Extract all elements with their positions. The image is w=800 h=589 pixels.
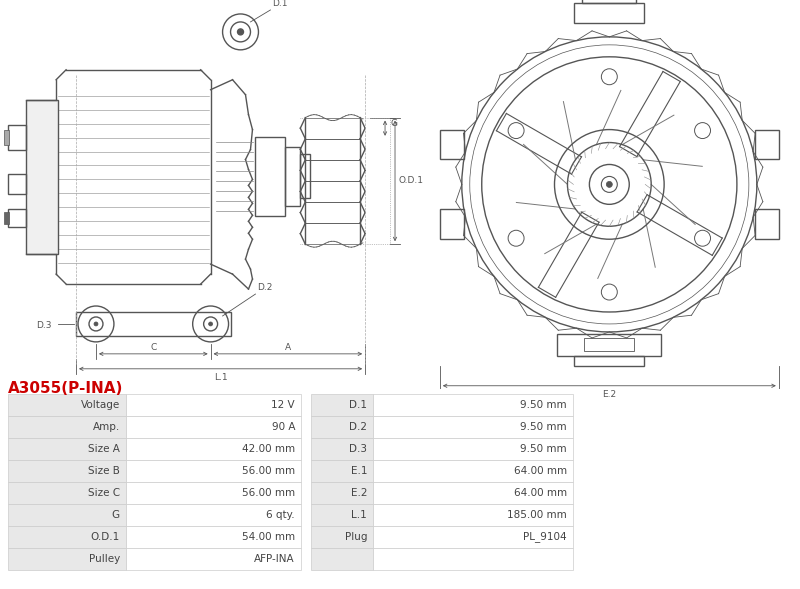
Text: 56.00 mm: 56.00 mm <box>242 488 295 498</box>
Circle shape <box>238 29 243 35</box>
Text: E.2: E.2 <box>602 390 616 399</box>
Text: D.3: D.3 <box>349 444 367 454</box>
Bar <box>440 130 464 160</box>
Text: 42.00 mm: 42.00 mm <box>242 444 295 454</box>
Bar <box>311 548 373 570</box>
Bar <box>755 209 778 239</box>
Bar <box>311 460 373 482</box>
Bar <box>558 334 661 356</box>
Bar <box>373 438 573 460</box>
Bar <box>373 460 573 482</box>
Bar <box>26 100 58 254</box>
Text: 9.50 mm: 9.50 mm <box>520 444 567 454</box>
Text: D.1: D.1 <box>273 0 288 8</box>
Bar <box>255 137 286 216</box>
Text: 54.00 mm: 54.00 mm <box>242 532 295 542</box>
Bar <box>4 130 10 144</box>
Text: PL_9104: PL_9104 <box>523 531 567 542</box>
Bar <box>373 526 573 548</box>
Bar <box>582 0 636 3</box>
Text: G: G <box>390 119 397 128</box>
Circle shape <box>94 322 98 326</box>
Text: 9.50 mm: 9.50 mm <box>520 400 567 410</box>
Bar <box>126 416 301 438</box>
Text: 56.00 mm: 56.00 mm <box>242 466 295 476</box>
Text: D.2: D.2 <box>258 283 273 292</box>
Bar <box>311 504 373 526</box>
Text: L.1: L.1 <box>351 510 367 520</box>
Bar <box>76 312 230 336</box>
Bar <box>8 548 126 570</box>
Bar <box>8 174 26 194</box>
Text: Plug: Plug <box>345 532 367 542</box>
Text: Amp.: Amp. <box>93 422 120 432</box>
Bar <box>126 504 301 526</box>
Bar <box>8 526 126 548</box>
Bar <box>311 438 373 460</box>
Bar <box>755 130 778 160</box>
Bar <box>126 482 301 504</box>
Bar <box>126 394 301 416</box>
Text: O.D.1: O.D.1 <box>90 532 120 542</box>
Bar <box>440 209 464 239</box>
Bar <box>585 338 634 351</box>
Bar <box>8 438 126 460</box>
Bar <box>373 548 573 570</box>
Text: O.D.1: O.D.1 <box>398 177 423 186</box>
Text: 6 qty.: 6 qty. <box>266 510 295 520</box>
Bar <box>8 460 126 482</box>
Circle shape <box>606 181 612 187</box>
Bar <box>126 526 301 548</box>
Text: G: G <box>112 510 120 520</box>
Text: 12 V: 12 V <box>271 400 295 410</box>
Text: Pulley: Pulley <box>89 554 120 564</box>
Text: C: C <box>150 343 157 352</box>
Bar <box>286 147 300 206</box>
Bar <box>311 482 373 504</box>
Bar <box>126 460 301 482</box>
Bar <box>574 356 644 366</box>
Bar <box>311 526 373 548</box>
Bar <box>8 416 126 438</box>
Bar <box>311 416 373 438</box>
Text: AFP-INA: AFP-INA <box>254 554 295 564</box>
Text: D.3: D.3 <box>36 322 52 330</box>
Bar <box>126 438 301 460</box>
Bar <box>8 482 126 504</box>
Bar <box>574 3 644 23</box>
Text: D.1: D.1 <box>349 400 367 410</box>
Bar <box>8 125 26 150</box>
Text: E.1: E.1 <box>350 466 367 476</box>
Bar <box>126 548 301 570</box>
Text: 9.50 mm: 9.50 mm <box>520 422 567 432</box>
Bar <box>373 394 573 416</box>
Bar <box>373 482 573 504</box>
Text: E.2: E.2 <box>350 488 367 498</box>
Bar <box>373 504 573 526</box>
Text: A3055(P-INA): A3055(P-INA) <box>8 381 123 396</box>
Text: Size A: Size A <box>88 444 120 454</box>
Text: 64.00 mm: 64.00 mm <box>514 488 567 498</box>
Bar <box>8 504 126 526</box>
Text: Size B: Size B <box>88 466 120 476</box>
Text: L.1: L.1 <box>214 373 227 382</box>
Text: 64.00 mm: 64.00 mm <box>514 466 567 476</box>
Text: 185.00 mm: 185.00 mm <box>507 510 567 520</box>
Text: A: A <box>285 343 291 352</box>
Text: Size C: Size C <box>88 488 120 498</box>
Bar <box>373 416 573 438</box>
Text: Voltage: Voltage <box>81 400 120 410</box>
Bar <box>8 209 26 227</box>
Bar <box>8 394 126 416</box>
Text: D.2: D.2 <box>349 422 367 432</box>
Bar <box>4 212 10 224</box>
Bar <box>300 154 310 198</box>
Bar <box>311 394 373 416</box>
Circle shape <box>209 322 213 326</box>
Text: 90 A: 90 A <box>271 422 295 432</box>
